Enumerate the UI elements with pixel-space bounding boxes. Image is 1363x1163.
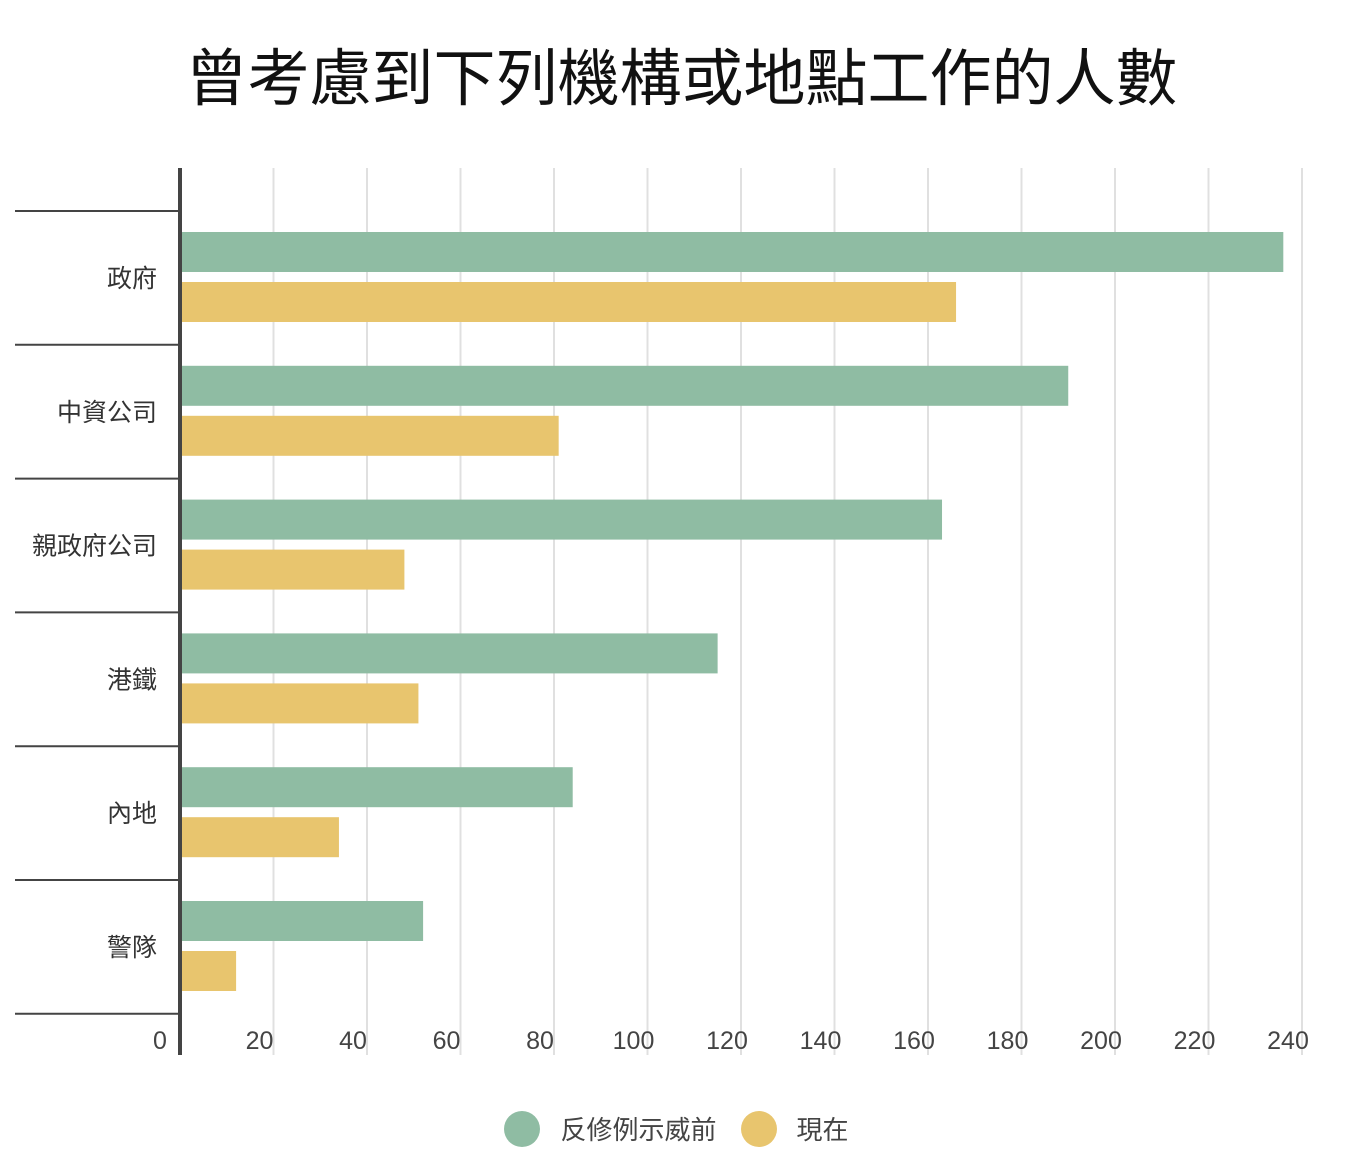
x-tick-label: 60 [433, 1027, 461, 1055]
bar-before [180, 499, 943, 540]
bar-before [180, 767, 573, 808]
x-tick-label: 220 [1174, 1027, 1216, 1055]
bar-now [180, 549, 405, 590]
category-label: 政府 [107, 264, 157, 293]
x-tick-label: 200 [1080, 1027, 1122, 1055]
x-tick-label: 80 [526, 1027, 554, 1055]
legend-swatch-icon [504, 1110, 541, 1147]
legend-label: 反修例示威前 [560, 1116, 717, 1146]
category-label: 中資公司 [57, 398, 157, 427]
chart-title: 曾考慮到下列機構或地點工作的人數 [185, 42, 1178, 115]
category-label: 港鐵 [107, 665, 157, 694]
bar-now [180, 951, 237, 991]
bar-now [180, 817, 339, 858]
legend-item: 反修例示威前 [504, 1110, 717, 1147]
x-tick-label: 180 [987, 1027, 1029, 1055]
legend-item: 現在 [740, 1110, 849, 1147]
x-tick-label: 120 [706, 1027, 748, 1055]
bar-before [180, 633, 718, 674]
x-tick-label: 20 [246, 1027, 274, 1055]
x-tick-label: 240 [1267, 1027, 1309, 1055]
category-label: 內地 [107, 799, 157, 828]
category-label: 親政府公司 [32, 532, 157, 561]
bar-before [180, 232, 1284, 272]
x-tick-label: 140 [800, 1027, 842, 1055]
x-tick-label: 40 [339, 1027, 367, 1055]
category-label: 警隊 [107, 933, 157, 962]
bar-now [180, 282, 957, 322]
legend-label: 現在 [796, 1116, 849, 1146]
bar-before [180, 365, 1069, 406]
legend: 反修例示威前 現在 [0, 1110, 1363, 1147]
x-tick-label: 160 [893, 1027, 935, 1055]
x-tick-label: 0 [153, 1027, 167, 1055]
legend-swatch-icon [740, 1110, 777, 1147]
bar-before [180, 901, 424, 941]
bar-now [180, 683, 419, 724]
bar-now [180, 415, 559, 456]
x-tick-label: 100 [613, 1027, 655, 1055]
